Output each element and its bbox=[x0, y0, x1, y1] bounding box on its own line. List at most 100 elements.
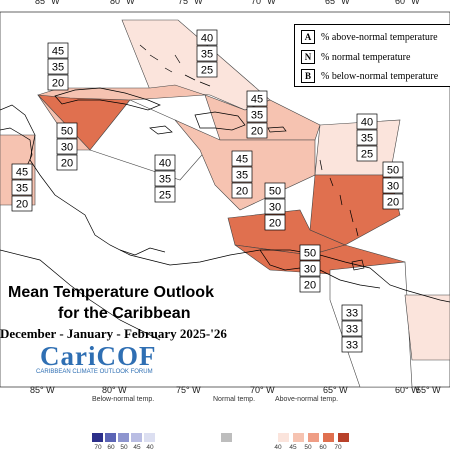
prob-value-eastern-caribbean-above: 50 bbox=[387, 165, 399, 177]
prob-cell-south-central-caribbean-2 bbox=[264, 214, 286, 231]
scale-swatch-normal bbox=[221, 433, 232, 442]
color-scale: 70 60 50 45 40 40 45 50 60 70 bbox=[92, 433, 349, 450]
lon-label-bottom-85: 85° W bbox=[30, 385, 55, 395]
prob-value-western-caribbean-above: 40 bbox=[159, 158, 171, 170]
lon-label-bottom-80: 80° W bbox=[102, 385, 127, 395]
prob-value-south-central-caribbean-above: 50 bbox=[269, 186, 281, 198]
prob-cell-yucatan-cayman-2 bbox=[47, 74, 69, 91]
coast-puerto-rico bbox=[267, 126, 287, 133]
prob-value-yucatan-cayman-normal: 35 bbox=[52, 62, 64, 74]
scale-tick-above-2: 50 bbox=[304, 444, 312, 450]
longitude-axis-bottom: 85° W 80° W 75° W 70° W 65° W 60° W 55° … bbox=[30, 385, 441, 395]
scale-tick-below-4: 40 bbox=[146, 444, 154, 450]
prob-cell-hispaniola-south-1 bbox=[231, 166, 253, 183]
lon-label-top-65: 65° W bbox=[325, 0, 350, 6]
prob-cell-bahamas-1 bbox=[196, 45, 218, 62]
scale-tick-above-0: 40 bbox=[274, 444, 282, 450]
prob-value-central-america-above: 45 bbox=[16, 167, 28, 179]
lon-label-bottom-75: 75° W bbox=[176, 385, 201, 395]
prob-cell-hispaniola-south-2 bbox=[231, 182, 253, 199]
prob-value-western-caribbean-normal: 35 bbox=[159, 174, 171, 186]
prob-value-atlantic-northeast-above: 40 bbox=[361, 117, 373, 129]
prob-value-atlantic-northeast-normal: 35 bbox=[361, 133, 373, 145]
coast-hispaniola bbox=[194, 111, 246, 131]
prob-value-western-caribbean-below: 25 bbox=[159, 190, 171, 202]
prob-box-guianas: 33 33 33 bbox=[341, 304, 363, 353]
scale-below-label: Below-normal temp. bbox=[92, 396, 155, 403]
lon-label-bottom-60: 60° W bbox=[395, 385, 420, 395]
coast-bahamas bbox=[139, 44, 211, 87]
prob-box-atlantic-northeast: 40 35 25 bbox=[356, 113, 378, 162]
scale-swatch-above-1 bbox=[293, 433, 304, 442]
prob-cell-hispaniola-north-0 bbox=[246, 90, 268, 107]
prob-cell-bahamas-0 bbox=[196, 29, 218, 46]
lon-label-bottom-55: 55° W bbox=[416, 385, 441, 395]
prob-value-guianas-above: 33 bbox=[346, 308, 358, 320]
prob-box-bahamas: 40 35 25 bbox=[196, 29, 218, 78]
lon-label-top-60: 60° W bbox=[395, 0, 420, 6]
prob-value-cuba-jamaica-above: 50 bbox=[61, 126, 73, 138]
coast-jamaica bbox=[149, 125, 173, 135]
legend-label-normal: % normal temperature bbox=[321, 51, 411, 63]
prob-cell-south-central-caribbean-0 bbox=[264, 182, 286, 199]
prob-cell-atlantic-northeast-1 bbox=[356, 129, 378, 146]
prob-cell-southern-caribbean-2 bbox=[299, 276, 321, 293]
coast-trinidad bbox=[351, 259, 365, 271]
prob-value-eastern-caribbean-below: 20 bbox=[387, 197, 399, 209]
legend-key-below: B bbox=[301, 69, 315, 83]
prob-cell-hispaniola-north-1 bbox=[246, 106, 268, 123]
prob-cell-southern-caribbean-1 bbox=[299, 260, 321, 277]
lon-label-top-75: 75° W bbox=[178, 0, 203, 6]
prob-box-yucatan-cayman: 45 35 20 bbox=[47, 42, 69, 91]
scale-swatch-below-4 bbox=[144, 433, 155, 442]
coast-cuba bbox=[54, 87, 161, 111]
logo-wordmark: CariCOF bbox=[40, 341, 157, 371]
prob-cell-central-america-0 bbox=[11, 163, 33, 180]
scale-swatch-below-0 bbox=[92, 433, 103, 442]
prob-value-atlantic-northeast-below: 25 bbox=[361, 149, 373, 161]
prob-cell-yucatan-cayman-0 bbox=[47, 42, 69, 59]
prob-cell-eastern-caribbean-1 bbox=[382, 177, 404, 194]
coast-inland-border bbox=[0, 249, 161, 341]
prob-value-guianas-below: 33 bbox=[346, 340, 358, 352]
logo-tagline: CARIBBEAN CLIMATE OUTLOOK FORUM bbox=[36, 369, 153, 375]
prob-value-hispaniola-south-below: 20 bbox=[236, 186, 248, 198]
map-subtitle: for the Caribbean bbox=[58, 305, 191, 322]
prob-value-hispaniola-north-normal: 35 bbox=[251, 110, 263, 122]
caricof-logo: CariCOF CARIBBEAN CLIMATE OUTLOOK FORUM bbox=[36, 341, 176, 377]
prob-value-south-central-caribbean-normal: 30 bbox=[269, 202, 281, 214]
scale-tick-below-1: 60 bbox=[107, 444, 115, 450]
prob-value-yucatan-cayman-below: 20 bbox=[52, 78, 64, 90]
scale-swatch-above-0 bbox=[278, 433, 289, 442]
prob-value-bahamas-above: 40 bbox=[201, 33, 213, 45]
prob-value-bahamas-below: 25 bbox=[201, 65, 213, 77]
prob-value-eastern-caribbean-normal: 30 bbox=[387, 181, 399, 193]
prob-value-hispaniola-north-below: 20 bbox=[251, 126, 263, 138]
prob-cell-western-caribbean-2 bbox=[154, 186, 176, 203]
longitude-axis-top: 85° W 80° W 75° W 70° W 65° W 60° W bbox=[35, 0, 420, 6]
scale-tick-below-2: 50 bbox=[120, 444, 128, 450]
lon-label-top-80: 80° W bbox=[110, 0, 135, 6]
prob-cell-western-caribbean-1 bbox=[154, 170, 176, 187]
map-title: Mean Temperature Outlook bbox=[8, 284, 214, 301]
prob-value-southern-caribbean-normal: 30 bbox=[304, 264, 316, 276]
prob-cell-central-america-2 bbox=[11, 195, 33, 212]
prob-cell-yucatan-cayman-1 bbox=[47, 58, 69, 75]
lon-label-top-85: 85° W bbox=[35, 0, 60, 6]
scale-above-label: Above-normal temp. bbox=[275, 396, 339, 403]
prob-box-central-america: 45 35 20 bbox=[11, 163, 33, 212]
prob-cell-cuba-jamaica-0 bbox=[56, 122, 78, 139]
zone-eastern-caribbean bbox=[309, 174, 401, 246]
prob-value-southern-caribbean-below: 20 bbox=[304, 280, 316, 292]
lon-label-top-70: 70° W bbox=[251, 0, 276, 6]
prob-box-western-caribbean: 40 35 25 bbox=[154, 154, 176, 203]
scale-tick-above-1: 45 bbox=[289, 444, 297, 450]
prob-box-hispaniola-north: 45 35 20 bbox=[246, 90, 268, 139]
probability-boxes: 40 35 25 45 35 20 50 30 20 45 35 20 40 35 25 45 35 20 45 35… bbox=[11, 29, 404, 353]
prob-box-cuba-jamaica: 50 30 20 bbox=[56, 122, 78, 171]
legend-row-above: A % above-normal temperature bbox=[301, 30, 438, 44]
scale-tick-above-4: 70 bbox=[334, 444, 342, 450]
prob-value-cuba-jamaica-normal: 30 bbox=[61, 142, 73, 154]
legend-row-below: B % below-normal temperature bbox=[301, 69, 438, 83]
